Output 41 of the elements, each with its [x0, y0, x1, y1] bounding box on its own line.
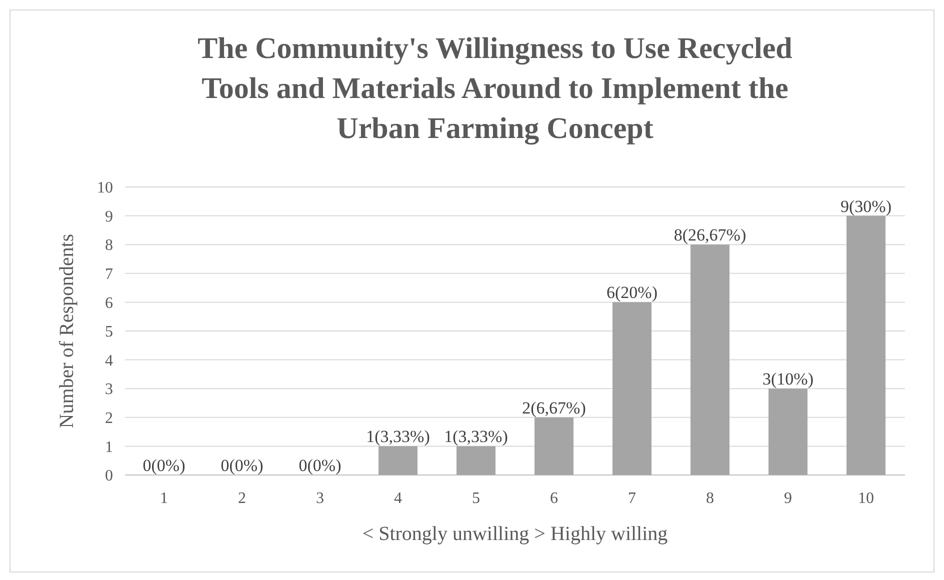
bar — [846, 216, 886, 475]
x-tick-label: 3 — [316, 490, 324, 507]
data-label: 2(6,67%) — [522, 398, 586, 418]
y-tick-label: 10 — [97, 180, 113, 197]
y-tick-label: 6 — [105, 294, 113, 312]
x-tick-label: 1 — [160, 490, 168, 507]
y-tick-label: 4 — [105, 352, 113, 370]
data-label: 6(20%) — [606, 283, 658, 302]
data-label: 1(3,33%) — [366, 427, 430, 446]
bar — [378, 446, 418, 475]
data-label: 8(26,67%) — [674, 226, 746, 245]
bar — [690, 244, 730, 475]
bar — [534, 417, 574, 475]
data-label: 0(0%) — [142, 456, 186, 475]
y-tick-label: 1 — [105, 438, 113, 456]
data-label: 3(10%) — [762, 370, 814, 389]
y-tick-label: 3 — [105, 381, 113, 398]
y-tick-label: 8 — [105, 237, 113, 254]
x-tick-label: 8 — [706, 490, 714, 507]
x-tick-label: 7 — [628, 490, 636, 507]
data-label: 0(0%) — [298, 456, 342, 475]
y-tick-label: 7 — [105, 266, 113, 283]
chart-title: The Community's Willingness to Use Recycled Tools and Materials Around to Implement the Urban Farming Concept — [198, 32, 793, 145]
y-tick-label: 0 — [105, 468, 113, 485]
x-axis-title: < Strongly unwilling > Highly willing — [362, 523, 668, 545]
data-label: 0(0%) — [220, 456, 264, 475]
x-tick-label: 6 — [550, 490, 558, 507]
x-tick-label: 10 — [858, 490, 874, 507]
x-tick-label: 4 — [394, 490, 402, 507]
y-axis-title: Number of Respondents — [56, 234, 78, 428]
y-tick-label: 5 — [105, 324, 113, 341]
x-tick-label: 5 — [472, 490, 480, 507]
data-label: 9(30%) — [840, 196, 892, 216]
y-tick-label: 9 — [105, 208, 113, 226]
bar — [456, 446, 496, 475]
y-tick-label: 2 — [105, 410, 113, 427]
x-tick-label: 9 — [784, 490, 792, 507]
x-tick-label: 2 — [238, 490, 246, 507]
bar — [612, 302, 652, 475]
bar — [768, 388, 808, 475]
data-label: 1(3,33%) — [444, 427, 508, 446]
